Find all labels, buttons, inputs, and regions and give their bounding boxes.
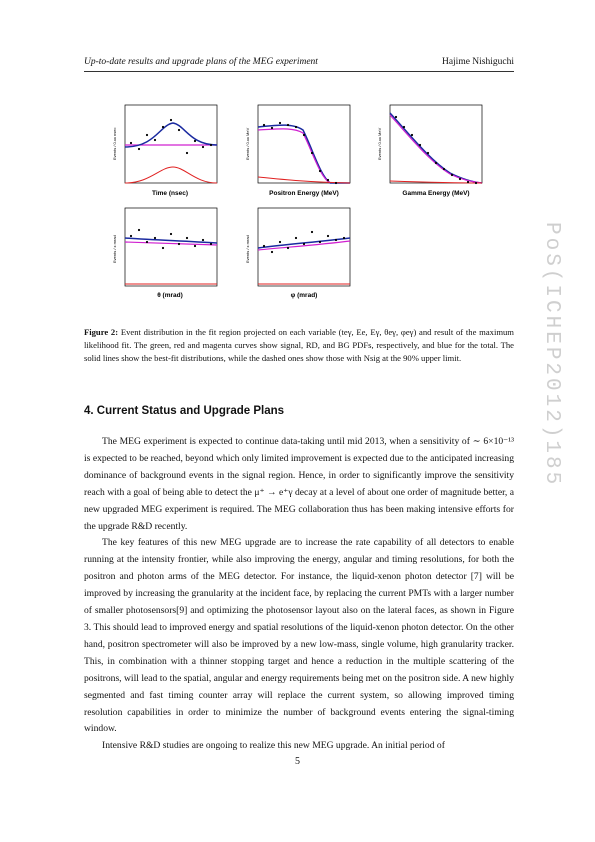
caption-label: Figure 2:	[84, 327, 119, 337]
plot-theta-ylabel: Events / x mrad	[112, 235, 117, 263]
caption-text: Event distribution in the fit region pro…	[84, 327, 514, 363]
pos-watermark: PoS(ICHEP2012)185	[540, 222, 563, 488]
plot-phi: Events / x mrad	[245, 207, 351, 287]
plot-positron-xlabel: Positron Energy (MeV)	[269, 190, 339, 197]
header-author: Hajime Nishiguchi	[441, 57, 514, 67]
figure-2-plots: Events / 0.xx nsec Time (nsec) Events / …	[112, 104, 483, 299]
plot-time-xlabel: Time (nsec)	[152, 190, 188, 197]
plot-time-ylabel: Events / 0.xx nsec	[112, 128, 117, 160]
section-heading: 4. Current Status and Upgrade Plans	[84, 405, 285, 417]
plot-gamma-energy: Events / 0.xx MeV	[377, 104, 483, 185]
page-number: 5	[295, 756, 300, 767]
figure-2: Events / 0.xx nsec Time (nsec) Events / …	[110, 100, 490, 300]
header-rule	[84, 71, 514, 72]
header-title: Up-to-date results and upgrade plans of …	[84, 57, 318, 67]
paragraph-1: The MEG experiment is expected to contin…	[84, 436, 514, 532]
body-text: The MEG experiment is expected to contin…	[84, 434, 514, 755]
plot-gamma-ylabel: Events / 0.xx MeV	[377, 127, 382, 160]
plot-positron-energy: Events / 0.xx MeV	[245, 104, 351, 185]
plot-theta-xlabel: θ (mrad)	[157, 292, 183, 299]
figure-caption: Figure 2: Event distribution in the fit …	[84, 326, 514, 365]
plot-gamma-xlabel: Gamma Energy (MeV)	[402, 190, 469, 197]
plot-phi-xlabel: φ (mrad)	[291, 292, 318, 299]
plot-positron-ylabel: Events / 0.xx MeV	[245, 127, 250, 160]
plot-time: Events / 0.xx nsec	[112, 104, 218, 184]
paragraph-3: Intensive R&D studies are ongoing to rea…	[102, 740, 445, 752]
plot-phi-ylabel: Events / x mrad	[245, 235, 250, 263]
paragraph-2: The key features of this new MEG upgrade…	[84, 537, 514, 735]
plot-theta: Events / x mrad	[112, 207, 218, 287]
